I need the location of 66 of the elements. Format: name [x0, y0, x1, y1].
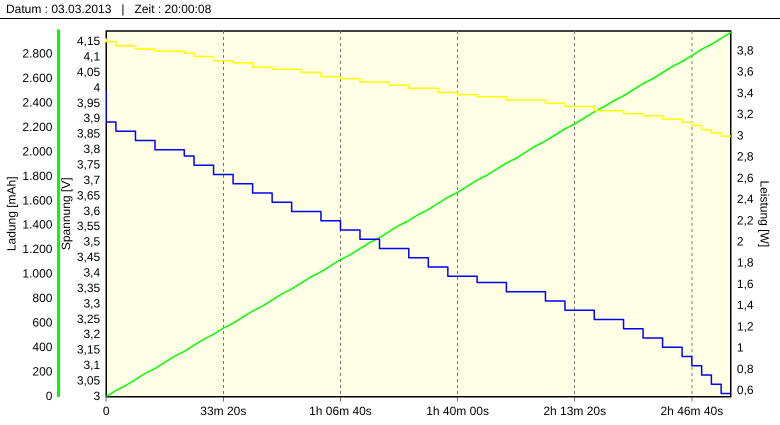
y3-tick-label: 3 [736, 128, 744, 142]
x-tick-label: 2h 46m 40s [660, 404, 724, 418]
y3-tick-label: 2,8 [736, 150, 754, 164]
y-tick-label: 3,35 [76, 280, 101, 295]
y-tick-label: 4,05 [76, 64, 101, 79]
x-tick-label: 1h 06m 40s [309, 404, 372, 418]
y-tick-label: 3,85 [76, 126, 101, 141]
y2-axis-title: Ladung [mAh] [4, 176, 19, 252]
y2-tick-label: 1.600 [22, 193, 53, 208]
chart-title: Datum : 03.03.2013 | Zeit : 20:00:08 [0, 0, 780, 19]
y-axis-title: Spannung [V] [58, 177, 73, 250]
y3-tick-label: 0,6 [736, 383, 754, 398]
y2-tick-label: 400 [32, 340, 53, 354]
y-tick-label: 3,7 [83, 172, 101, 187]
y-tick-label: 3,1 [83, 358, 101, 372]
y-tick-label: 4 [93, 80, 100, 94]
y-tick-label: 3,3 [83, 296, 101, 310]
y-tick-label: 3,4 [83, 266, 101, 280]
y3-tick-label: 3,6 [736, 64, 754, 79]
y3-tick-label: 3,4 [736, 86, 754, 100]
y-tick-label: 4,1 [83, 50, 101, 64]
y3-tick-label: 0,8 [736, 362, 754, 376]
y2-tick-label: 0 [46, 388, 53, 403]
y3-tick-label: 1,6 [736, 276, 754, 291]
y-tick-label: 4,15 [76, 34, 101, 48]
y3-tick-label: 1,8 [736, 256, 754, 270]
y-tick-label: 3,9 [83, 111, 101, 126]
y-tick-label: 3,75 [76, 158, 101, 172]
x-tick-label: 1h 40m 00s [426, 404, 489, 418]
y-tick-label: 3,25 [76, 312, 101, 326]
y3-tick-label: 2,6 [736, 170, 754, 185]
y2-tick-label: 200 [32, 364, 53, 378]
y-tick-label: 3,2 [83, 327, 101, 342]
y2-tick-label: 800 [32, 291, 53, 306]
y-tick-label: 3,05 [76, 373, 101, 388]
y2-tick-label: 2.600 [22, 71, 53, 85]
y2-tick-label: 2.200 [22, 120, 53, 134]
x-tick-label: 0 [102, 404, 110, 418]
y-tick-label: 3,8 [83, 142, 101, 156]
y2-tick-label: 1.800 [22, 168, 53, 183]
y2-tick-label: 1.000 [22, 266, 53, 281]
y3-tick-label: 2 [736, 234, 744, 248]
y2-tick-label: 2.400 [22, 95, 53, 110]
y3-tick-label: 3,2 [736, 107, 754, 122]
y2-tick-label: 600 [32, 316, 53, 330]
y2-tick-label: 2.800 [22, 46, 53, 61]
y-tick-label: 3,95 [76, 96, 101, 110]
y3-tick-label: 1,2 [736, 319, 754, 334]
y3-tick-label: 3,8 [736, 43, 754, 58]
y3-tick-label: 1 [736, 340, 744, 355]
y2-tick-label: 1.400 [22, 218, 53, 232]
y-tick-label: 3 [93, 388, 100, 403]
y2-tick-label: 2.000 [22, 144, 53, 158]
y-tick-label: 3,65 [76, 188, 101, 202]
y3-tick-label: 1,4 [736, 298, 754, 312]
y-tick-label: 3,5 [83, 234, 101, 249]
y-tick-label: 3,45 [76, 250, 101, 264]
y3-tick-label: 2,2 [736, 213, 754, 228]
x-tick-label: 33m 20s [200, 404, 246, 418]
y-tick-label: 3,6 [83, 204, 101, 218]
y3-axis-title: Leistung [W] [757, 180, 772, 248]
y3-tick-label: 2,4 [736, 192, 754, 206]
y2-tick-label: 1.200 [22, 242, 53, 256]
y-tick-label: 3,15 [76, 342, 101, 357]
x-tick-label: 2h 13m 20s [543, 404, 606, 418]
y-tick-label: 3,55 [76, 219, 101, 234]
